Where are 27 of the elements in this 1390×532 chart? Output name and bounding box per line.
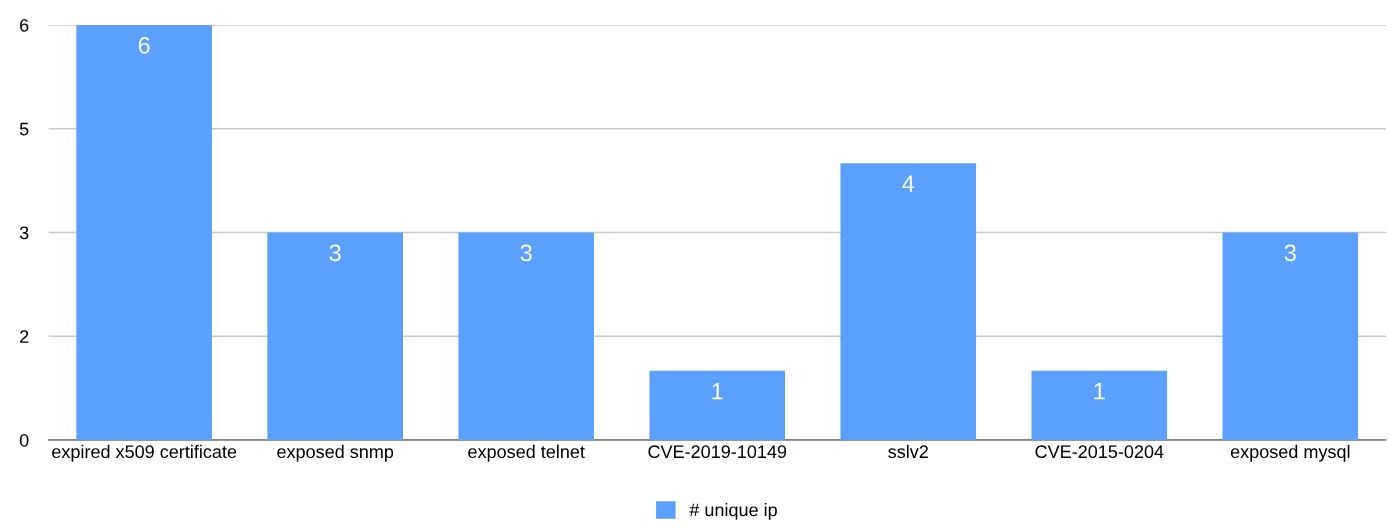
data-label: 1 [712,382,723,400]
x-tick-label: expired x509 certificate [52,444,237,462]
y-tick-label: 2 [20,330,29,343]
data-label: 6 [138,36,150,54]
y-tick-label: 5 [19,122,29,136]
bar [1031,370,1168,440]
bar [458,232,595,440]
data-label: 4 [902,175,915,192]
data-label: 3 [520,244,532,262]
data-label: 3 [1284,244,1296,262]
bar [1222,232,1359,440]
y-tick-label: 6 [20,18,29,32]
bar [840,163,977,440]
legend-label: # unique ip [689,503,777,520]
bar [649,370,786,440]
y-tick-label: 3 [19,226,29,240]
x-tick-label: CVE-2015-0204 [1035,445,1164,459]
x-tick-label: exposed telnet [468,444,585,462]
data-label: 3 [329,244,341,262]
bar [267,232,403,440]
x-tick-label: exposed snmp [277,444,394,462]
y-tick-label: 0 [19,433,29,447]
x-tick-label: exposed mysql [1230,444,1350,462]
x-tick-label: sslv2 [888,444,928,459]
bar [76,25,212,440]
data-label: 1 [1094,382,1105,400]
x-tick-label: CVE-2019-10149 [648,445,787,459]
